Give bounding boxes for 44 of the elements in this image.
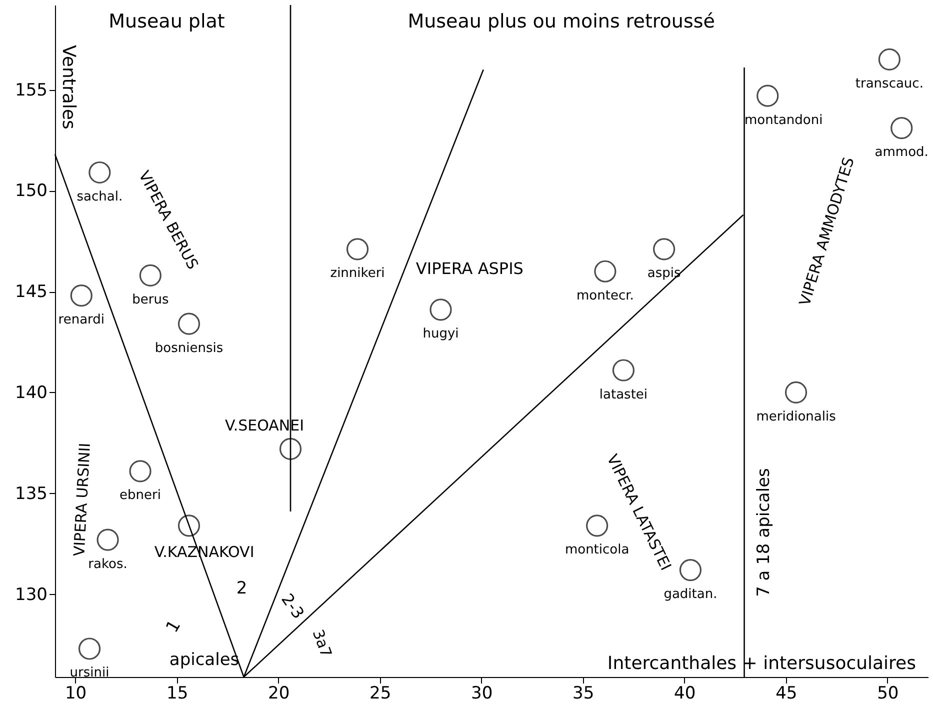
- x-tick-label: 15: [166, 684, 188, 704]
- annotation: 2: [236, 578, 248, 598]
- annotation: 2-3: [278, 590, 308, 622]
- y-tick-label: 150: [15, 181, 48, 202]
- annotation: VIPERA ASPIS: [416, 259, 524, 278]
- data-label: aspis: [647, 266, 681, 282]
- data-label: transcauc.: [855, 76, 924, 92]
- annotation: VIPERA URSINII: [70, 442, 94, 557]
- data-label: ammod.: [874, 145, 928, 160]
- data-label: bosniensis: [154, 340, 224, 356]
- annotation: 3a7: [308, 627, 336, 660]
- x-tick-label: 25: [370, 684, 392, 704]
- x-tick-label: 35: [572, 684, 594, 704]
- x-tick-label: 50: [877, 684, 899, 704]
- annotation: 7 a 18 apicales: [754, 468, 774, 597]
- x-tick-label: 40: [674, 684, 696, 704]
- y-tick-label: 130: [15, 584, 48, 605]
- y-axis-title: Ventrales: [58, 45, 79, 130]
- data-label: hugyi: [422, 326, 459, 342]
- data-label: meridionalis: [756, 409, 836, 424]
- data-label: ebneri: [120, 488, 161, 504]
- data-label: sachal.: [76, 189, 123, 204]
- data-label: renardi: [58, 312, 105, 328]
- annotation: Museau plat: [108, 10, 225, 33]
- data-label: rakos.: [88, 556, 128, 572]
- y-tick-label: 145: [15, 282, 48, 302]
- data-label: berus: [132, 292, 169, 308]
- data-label: monticola: [564, 542, 630, 558]
- data-label: ursinii: [70, 666, 110, 681]
- data-label: montecr.: [576, 288, 634, 304]
- data-label: latastei: [599, 387, 648, 402]
- x-tick-label: 30: [471, 684, 493, 704]
- y-tick-label: 135: [15, 484, 48, 504]
- y-tick-label: 140: [15, 382, 48, 403]
- data-label: montandoni: [744, 112, 823, 128]
- x-tick-label: 10: [64, 684, 87, 704]
- y-tick-label: 155: [15, 80, 48, 100]
- annotation: apicales: [169, 650, 240, 670]
- data-label: gaditan.: [664, 587, 718, 602]
- annotation: 1: [162, 616, 186, 636]
- data-label: zinnikeri: [330, 266, 385, 282]
- x-tick-label: 20: [268, 684, 290, 704]
- x-tick-label: 45: [776, 684, 798, 704]
- annotation: Museau plus ou moins retroussé: [408, 10, 715, 33]
